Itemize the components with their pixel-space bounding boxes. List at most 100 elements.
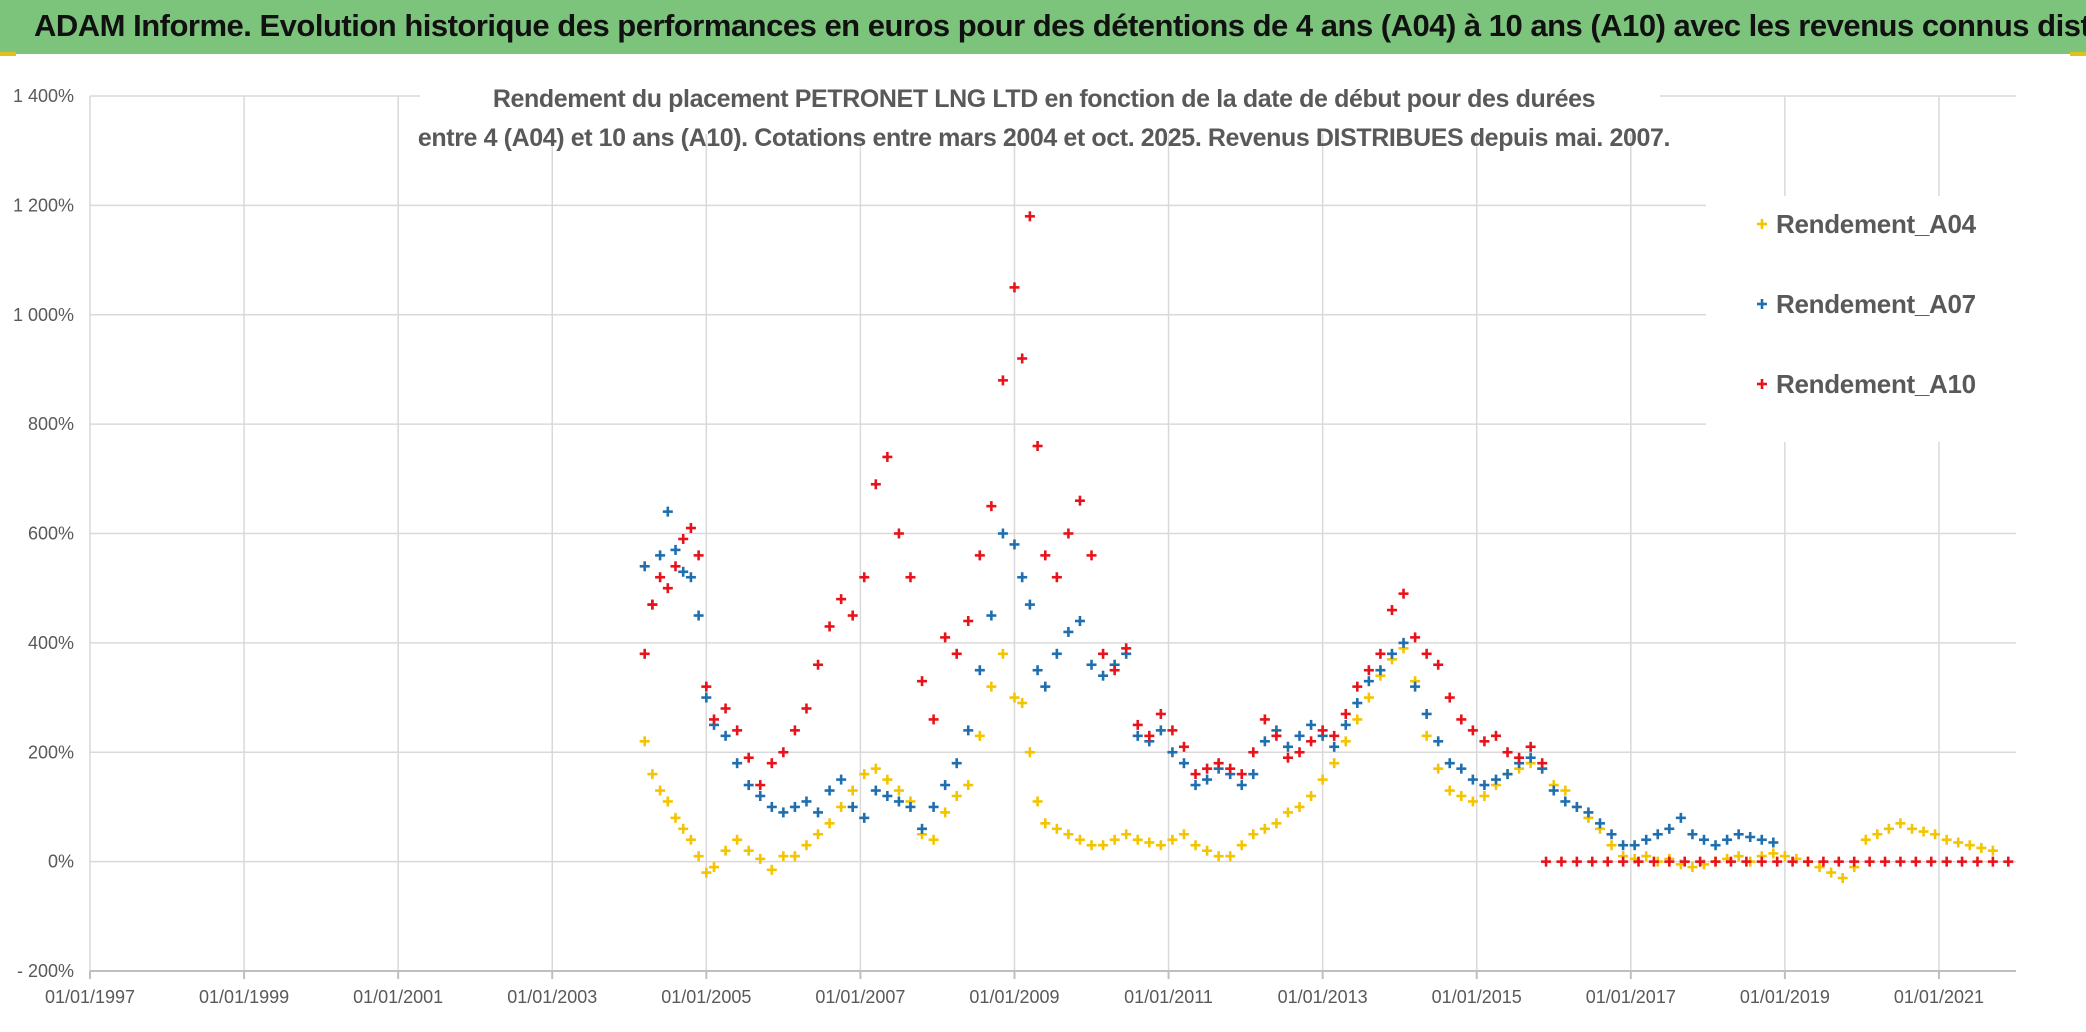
data-point (1144, 730, 1155, 741)
data-point (732, 725, 743, 736)
axes: - 200% 0% 200% 400% 600% 800% 1 000% 1 200% 1 40… (13, 86, 2016, 1007)
data-point (893, 528, 904, 539)
data-point (1456, 763, 1467, 774)
data-point (1363, 665, 1374, 676)
data-point (963, 725, 974, 736)
legend-background (1706, 196, 2016, 442)
data-point (1132, 730, 1143, 741)
y-tick-label: 0% (48, 852, 74, 872)
data-point (1190, 769, 1201, 780)
y-tick-label: 1 200% (13, 195, 74, 215)
data-point (870, 785, 881, 796)
data-point (1306, 791, 1317, 801)
data-point (1086, 550, 1097, 561)
data-point (655, 572, 666, 583)
data-point (1352, 698, 1363, 709)
data-point (824, 785, 835, 796)
data-point (789, 725, 800, 736)
data-point (1098, 840, 1109, 851)
data-point (1664, 856, 1675, 867)
series-rendement-a07 (639, 506, 1779, 851)
data-point (963, 616, 974, 626)
data-point (1248, 769, 1259, 780)
data-point (1202, 845, 1213, 856)
page-banner: ADAM Informe. Evolution historique des p… (0, 0, 2086, 56)
data-point (1560, 796, 1571, 807)
data-point (1121, 829, 1132, 840)
data-point (1722, 834, 1733, 845)
data-point (639, 648, 650, 659)
x-tick-label: 01/01/2003 (507, 987, 597, 1007)
data-point (986, 681, 997, 692)
y-tick-label: 800% (28, 414, 74, 434)
data-point (1479, 791, 1490, 801)
data-point (778, 747, 789, 758)
data-point (693, 610, 704, 621)
data-point (701, 681, 712, 692)
data-point (1837, 873, 1848, 884)
data-point (1541, 856, 1552, 867)
data-point (755, 853, 766, 864)
data-point (1741, 856, 1752, 867)
data-point (1768, 837, 1779, 848)
data-point (1294, 730, 1305, 741)
data-point (1880, 856, 1891, 867)
data-point (1768, 848, 1779, 859)
data-point (1329, 758, 1340, 769)
y-tick-label: 400% (28, 633, 74, 653)
data-point (1733, 851, 1744, 862)
data-point (813, 829, 824, 840)
data-point (1363, 692, 1374, 703)
data-point (1282, 752, 1293, 763)
data-point (824, 621, 835, 632)
data-point (1098, 648, 1109, 659)
gridlines (89, 95, 2016, 972)
data-point (720, 703, 731, 714)
data-point (1502, 769, 1513, 780)
data-point (1583, 807, 1594, 818)
data-point (1910, 856, 1921, 867)
data-point (847, 801, 858, 812)
x-tick-label: 01/01/2009 (969, 987, 1059, 1007)
data-point (1787, 856, 1798, 867)
data-point (1490, 774, 1501, 785)
data-point (882, 791, 893, 801)
data-point (1375, 648, 1386, 659)
data-point (1009, 692, 1020, 703)
data-point (917, 823, 928, 834)
data-point (1063, 829, 1074, 840)
data-point (1317, 725, 1328, 736)
data-point (1633, 856, 1644, 867)
x-tick-label: 01/01/2017 (1586, 987, 1676, 1007)
data-point (963, 780, 974, 791)
data-point (928, 714, 939, 725)
data-point (1009, 282, 1020, 293)
data-point (1190, 840, 1201, 851)
legend-marker (1757, 379, 1767, 389)
chart-title-background (420, 66, 1660, 134)
data-point (766, 801, 777, 812)
data-point (1652, 829, 1663, 840)
data-point (997, 375, 1008, 386)
chart-subtitle: entre 4 (A04) et 10 ans (A10). Cotations… (418, 124, 1670, 152)
data-point (1109, 665, 1120, 676)
data-point (732, 834, 743, 845)
data-point (639, 736, 650, 747)
data-point (1386, 605, 1397, 616)
data-point (1167, 747, 1178, 758)
data-point (647, 599, 658, 610)
data-point (1329, 741, 1340, 752)
data-point (766, 864, 777, 875)
data-point (1032, 441, 1043, 451)
data-point (789, 801, 800, 812)
data-point (647, 769, 658, 780)
data-point (1098, 670, 1109, 681)
data-point (940, 807, 951, 818)
x-tick-label: 01/01/2015 (1432, 987, 1522, 1007)
data-point (1444, 692, 1455, 703)
data-point (1306, 736, 1317, 747)
data-point (1587, 856, 1598, 867)
data-point (1155, 840, 1166, 851)
legend-label: Rendement_A07 (1776, 289, 1976, 319)
data-point (1433, 763, 1444, 774)
